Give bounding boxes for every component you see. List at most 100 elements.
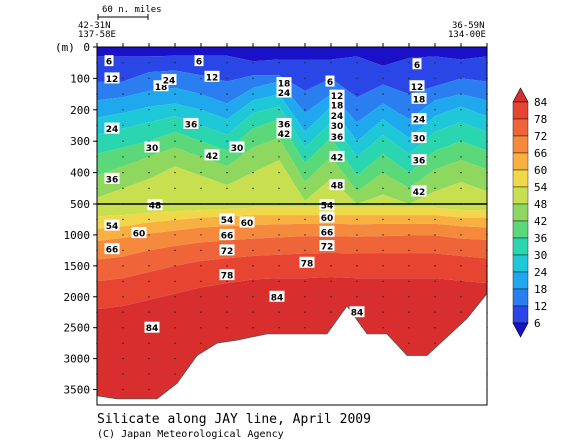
contour-label-text: 12 — [106, 75, 119, 85]
station-point — [434, 109, 436, 111]
contour-label-text: 48 — [331, 182, 344, 192]
contour-label: 6 — [412, 58, 422, 71]
station-point — [382, 218, 384, 221]
upper-band — [97, 94, 487, 157]
station-point — [226, 311, 228, 313]
station-point — [174, 171, 176, 174]
station-point — [148, 218, 150, 221]
station-point — [122, 171, 124, 174]
station-point — [148, 171, 150, 174]
contour-label-bg — [329, 89, 345, 101]
station-point — [122, 357, 124, 360]
lower-band — [97, 252, 487, 310]
contour-label-bg — [204, 149, 220, 161]
lower-band — [97, 207, 487, 229]
station-point — [200, 326, 202, 329]
station-point — [174, 249, 176, 252]
contour-label-text: 6 — [327, 78, 333, 88]
lower-band — [97, 204, 487, 217]
contour-label-bg — [161, 73, 177, 85]
contour-label-text: 60 — [133, 230, 146, 240]
colorbar-label: 36 — [534, 232, 547, 245]
colorbar-label: 84 — [534, 96, 548, 109]
station-point — [382, 326, 384, 329]
station-point — [330, 171, 332, 174]
station-point — [460, 62, 462, 64]
station-point — [174, 280, 176, 283]
contour-label: 6 — [194, 55, 204, 68]
contour-label: 36 — [329, 130, 345, 143]
station-point — [174, 140, 176, 142]
y-tick-label: 2500 — [64, 322, 91, 335]
station-point — [174, 234, 176, 236]
station-point — [148, 373, 150, 375]
station-point — [148, 388, 150, 391]
station-point — [252, 234, 254, 236]
colorbar: 84 78 72 66 60 54 48 42 36 30 24 18 12 6 — [512, 87, 548, 338]
contour-label-text: 42 — [331, 153, 344, 163]
contour-label-text: 30 — [413, 135, 426, 145]
contour-label-bg — [329, 109, 345, 121]
station-point — [174, 187, 176, 189]
contour-label: 12 — [329, 89, 345, 102]
station-point — [122, 342, 124, 344]
station-point — [434, 187, 436, 189]
y-tick-label: 2000 — [64, 291, 91, 304]
station-point — [304, 280, 306, 283]
station-point — [408, 93, 410, 95]
contour-label-text: 72 — [221, 247, 234, 257]
station-point — [408, 109, 410, 111]
station-point — [122, 280, 124, 283]
y-tick-label: 300 — [70, 135, 90, 148]
contour-label: 54 — [104, 219, 120, 232]
upper-panel-fills — [97, 47, 487, 204]
contour-label: 36 — [104, 172, 120, 185]
station-point — [304, 62, 306, 64]
station-point — [434, 124, 436, 127]
station-point — [434, 62, 436, 64]
station-point — [278, 109, 280, 111]
station-point — [304, 249, 306, 252]
contour-label-text: 72 — [321, 243, 334, 253]
station-point — [122, 218, 124, 221]
station-point — [200, 187, 202, 189]
station-point — [226, 62, 228, 64]
station-point — [304, 77, 306, 80]
station-point — [226, 109, 228, 111]
station-point — [226, 93, 228, 95]
station-point — [122, 326, 124, 329]
contour-label-text: 36 — [278, 120, 291, 130]
station-point — [122, 311, 124, 313]
contour-label-bg — [219, 269, 235, 281]
contour-label-text: 84 — [351, 309, 364, 319]
station-point — [148, 249, 150, 252]
station-point — [226, 124, 228, 127]
contour-label-bg — [131, 227, 147, 239]
station-point — [408, 234, 410, 236]
contour-label-text: 6 — [196, 58, 202, 68]
contour-label-text: 12 — [411, 83, 424, 93]
station-point — [434, 77, 436, 80]
station-point — [356, 62, 358, 64]
station-point — [382, 296, 384, 298]
contour-label-bg — [411, 113, 427, 125]
station-point — [356, 124, 358, 127]
station-point — [148, 342, 150, 344]
station-point — [408, 62, 410, 64]
station-point — [460, 93, 462, 95]
contour-label: 84 — [269, 290, 285, 303]
colorbar-label: 60 — [534, 164, 547, 177]
contour-label: 18 — [329, 99, 345, 112]
contour-label-bg — [104, 122, 120, 134]
contour-label-bg — [319, 240, 335, 252]
contour-label-bg — [411, 132, 427, 144]
station-point — [148, 109, 150, 111]
contour-label-text: 30 — [146, 144, 159, 154]
contour-label: 78 — [299, 256, 315, 269]
lower-band — [97, 223, 487, 260]
station-point — [408, 311, 410, 313]
contour-label-bg — [144, 321, 160, 333]
station-point — [434, 156, 436, 158]
contour-label-bg — [412, 58, 422, 70]
station-point — [148, 357, 150, 360]
